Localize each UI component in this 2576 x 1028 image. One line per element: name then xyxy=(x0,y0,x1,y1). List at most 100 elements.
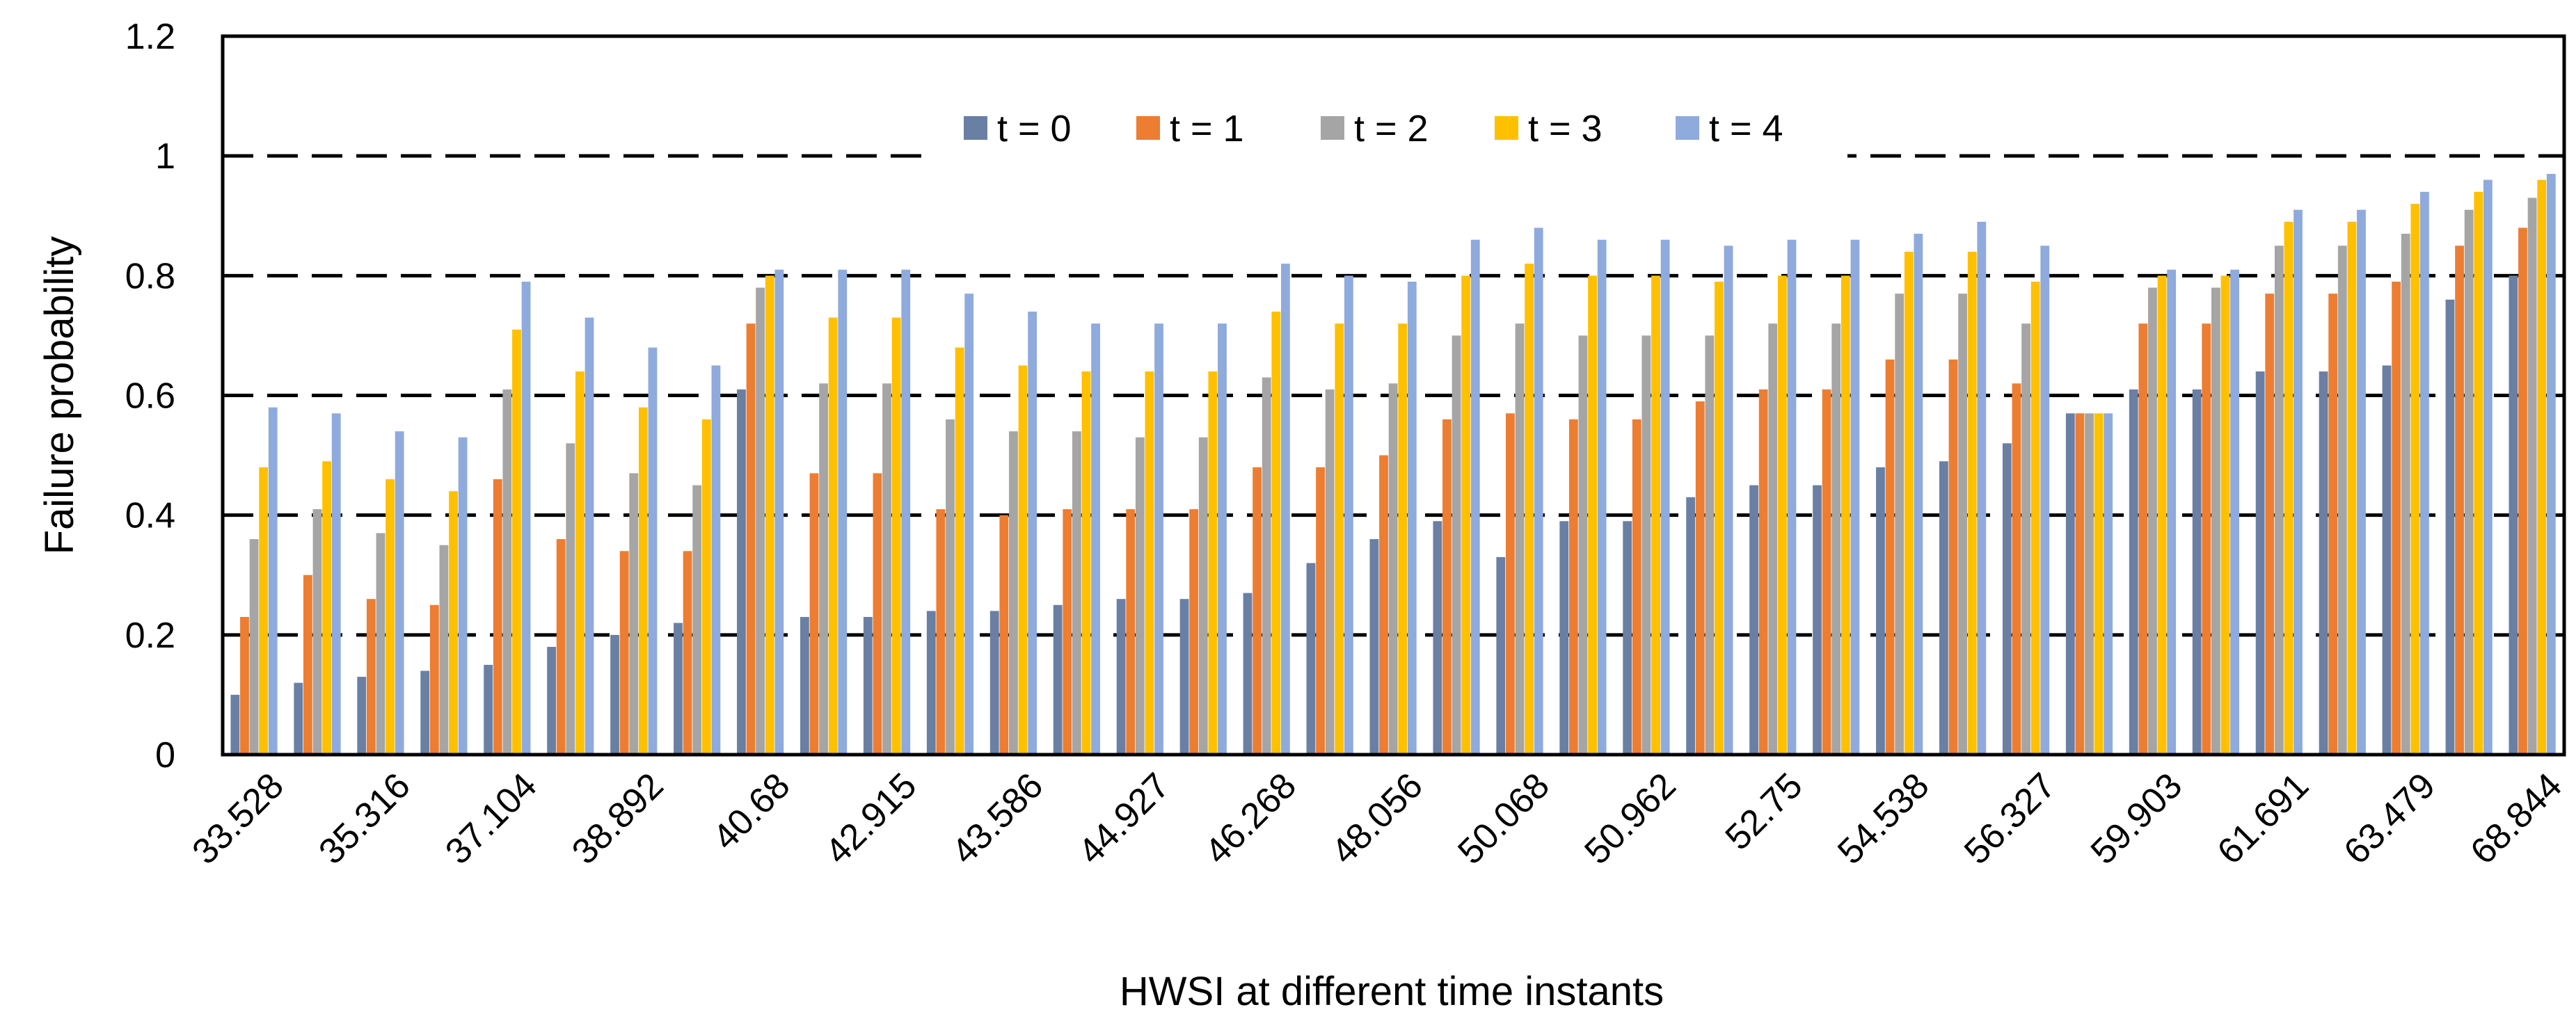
legend-swatch xyxy=(1136,116,1160,140)
bar-t0-39.786 xyxy=(674,623,683,755)
bar-t0-60.797 xyxy=(2192,389,2202,755)
bar-t1-47.162 xyxy=(1316,467,1325,755)
bar-t3-44.927 xyxy=(1145,371,1154,755)
bar-t3-34.422 xyxy=(322,461,332,755)
bar-t3-62.585 xyxy=(2347,221,2357,755)
bar-t2-46.268 xyxy=(1262,377,1271,755)
bar-t2-43.25 xyxy=(946,419,955,755)
bar-t1-45.374 xyxy=(1189,509,1199,755)
bar-t2-38.892 xyxy=(629,473,639,755)
bar-t4-59.903 xyxy=(2167,269,2177,755)
bar-t3-50.962 xyxy=(1651,275,1660,755)
bar-t3-44.48 xyxy=(1081,371,1091,755)
bar-t0-43.25 xyxy=(926,611,936,755)
bar-t3-46.268 xyxy=(1271,311,1281,755)
bar-t2-60.797 xyxy=(2211,287,2220,755)
bar-t0-46.268 xyxy=(1243,593,1253,755)
bar-t2-68.844 xyxy=(2527,198,2537,755)
bar-t2-64.373 xyxy=(2464,209,2474,755)
bar-t2-36.21 xyxy=(439,545,449,755)
bar-t0-37.998 xyxy=(547,647,557,755)
bar-t1-36.21 xyxy=(429,604,439,755)
bar-t1-46.268 xyxy=(1253,467,1262,755)
bar-t1-39.786 xyxy=(683,551,692,755)
bar-t2-48.056 xyxy=(1388,383,1398,755)
bar-t4-45.374 xyxy=(1218,323,1227,755)
bar-t3-53.644 xyxy=(1840,275,1850,755)
bar-t4-44.48 xyxy=(1091,323,1100,755)
bar-t4-63.479 xyxy=(2420,191,2429,755)
bar-t4-50.962 xyxy=(1660,239,1670,755)
bar-t4-37.104 xyxy=(521,281,531,755)
bar-t1-48.056 xyxy=(1379,455,1388,755)
bar-t1-34.422 xyxy=(303,575,312,755)
plot-area-border xyxy=(221,34,2566,757)
bar-t3-50.515 xyxy=(1588,275,1597,755)
bar-t0-64.373 xyxy=(2445,299,2455,755)
legend-swatch xyxy=(964,116,987,140)
bar-t3-63.479 xyxy=(2410,204,2420,755)
bar-t0-53.644 xyxy=(1813,485,1822,755)
legend-label: t = 4 xyxy=(1709,108,1783,150)
bar-t0-44.927 xyxy=(1116,599,1126,755)
bar-t4-61.691 xyxy=(2293,209,2303,755)
bar-t0-61.691 xyxy=(2255,371,2265,755)
bar-t2-62.585 xyxy=(2337,246,2347,755)
bar-t3-33.528 xyxy=(259,467,269,755)
bar-t2-35.316 xyxy=(376,533,385,755)
bar-t2-42.915 xyxy=(882,383,891,755)
bar-t3-48.056 xyxy=(1398,323,1408,755)
bar-t2-39.786 xyxy=(692,485,702,755)
bar-t1-37.104 xyxy=(493,479,502,755)
bar-t1-43.25 xyxy=(936,509,946,755)
bar-t0-56.327 xyxy=(2002,443,2012,755)
bar-t2-51.856 xyxy=(1705,335,1715,755)
bar-t3-37.104 xyxy=(512,329,521,755)
bar-t3-39.786 xyxy=(701,419,711,755)
bar-t1-56.327 xyxy=(2012,383,2021,755)
bar-t4-46.268 xyxy=(1281,264,1290,755)
bar-t4-33.528 xyxy=(268,407,278,755)
bar-t0-48.056 xyxy=(1369,539,1379,755)
bar-t3-58.115 xyxy=(2094,413,2104,755)
bar-t4-47.162 xyxy=(1344,275,1353,755)
bar-t2-44.927 xyxy=(1135,437,1145,755)
bar-t1-63.479 xyxy=(2392,281,2401,755)
bar-t0-63.479 xyxy=(2382,365,2392,755)
bar-t4-48.056 xyxy=(1407,281,1417,755)
y-axis-ticks: 0 0.2 0.4 0.6 0.8 1 1.2 xyxy=(125,17,175,776)
bar-t0-68.844 xyxy=(2509,275,2518,755)
y-tick-label: 1 xyxy=(155,136,175,177)
bar-t3-52.75 xyxy=(1777,275,1787,755)
bar-t1-61.691 xyxy=(2265,294,2275,755)
bar-t3-59.903 xyxy=(2157,275,2167,755)
bar-t2-55.432 xyxy=(1958,294,1968,755)
bar-t4-60.797 xyxy=(2230,269,2239,755)
x-axis-label: HWSI at different time instants xyxy=(1120,969,1664,1014)
bar-t4-35.316 xyxy=(395,431,404,755)
bar-t1-68.844 xyxy=(2518,227,2527,755)
bar-t3-41.574 xyxy=(828,317,838,755)
bar-t2-50.962 xyxy=(1641,335,1651,755)
bar-t4-53.644 xyxy=(1850,239,1860,755)
bar-t4-42.915 xyxy=(901,269,911,755)
bar-t1-55.432 xyxy=(1948,359,1958,755)
bar-t3-68.844 xyxy=(2537,179,2547,755)
bar-t0-50.515 xyxy=(1559,521,1569,755)
bar-t1-37.998 xyxy=(556,539,566,755)
bar-t4-50.515 xyxy=(1597,239,1607,755)
y-tick-label: 0.8 xyxy=(125,256,175,296)
bar-t0-54.538 xyxy=(1876,467,1885,755)
bar-t2-37.104 xyxy=(502,389,512,755)
bar-t3-38.892 xyxy=(638,407,648,755)
bar-t2-37.998 xyxy=(566,443,575,755)
bar-t0-51.856 xyxy=(1686,497,1696,755)
bar-t2-40.68 xyxy=(756,287,765,755)
bar-t3-51.856 xyxy=(1715,281,1724,755)
bar-t1-50.068 xyxy=(1505,413,1515,755)
legend-swatch xyxy=(1495,116,1518,140)
bar-t2-58.115 xyxy=(2085,413,2094,755)
bar-t3-54.538 xyxy=(1904,251,1914,755)
bar-t4-58.115 xyxy=(2104,413,2113,755)
bar-t1-52.75 xyxy=(1758,389,1768,755)
